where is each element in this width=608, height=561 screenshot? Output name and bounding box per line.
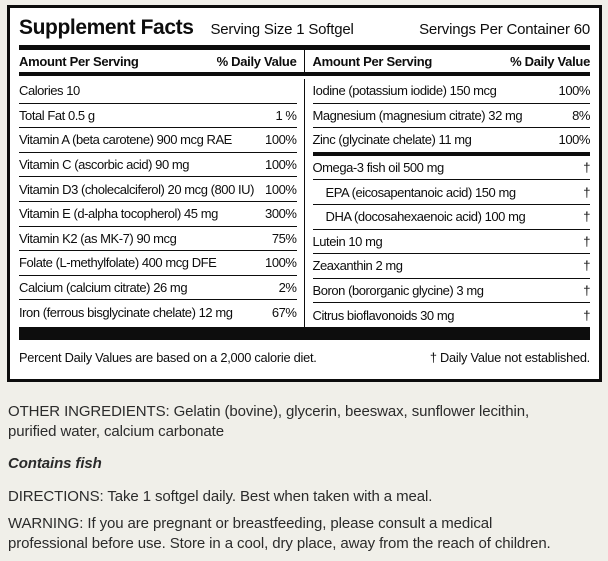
nutrient-row: Iron (ferrous bisglycinate chelate) 12 m… <box>19 299 297 324</box>
right-column-header: Amount Per Serving % Daily Value <box>303 50 590 72</box>
nutrient-daily-value: 8% <box>572 107 590 123</box>
nutrients-right-column: Iodine (potassium iodide) 150 mcg 100% Mag… <box>303 79 591 327</box>
nutrient-name: Lutein 10 mg <box>312 233 383 249</box>
nutrient-daily-value: † <box>583 209 590 225</box>
panel-title-row: Supplement Facts Serving Size 1 Softgel … <box>19 8 590 45</box>
nutrient-row: Vitamin K2 (as MK-7) 90 mcg 75% <box>19 225 297 251</box>
title-divider-bar <box>19 45 590 50</box>
nutrient-daily-value: 1 % <box>275 107 297 123</box>
nutrient-row: Vitamin C (ascorbic acid) 90 mg 100% <box>19 151 297 177</box>
nutrient-name: EPA (eicosapentanoic acid) 150 mg <box>325 184 517 200</box>
nutrient-daily-value: 100% <box>558 132 591 148</box>
nutrient-row: Zinc (glycinate chelate) 11 mg 100% <box>312 127 591 152</box>
nutrient-daily-value: 100% <box>558 83 591 99</box>
serving-size-text: Serving Size 1 Softgel <box>210 21 354 38</box>
nutrient-row: Zeaxanthin 2 mg † <box>312 253 590 278</box>
nutrient-name: Zinc (glycinate chelate) 11 mg <box>312 132 472 148</box>
nutrient-row: EPA (eicosapentanoic acid) 150 mg † <box>312 179 590 204</box>
column-headers-row: Amount Per Serving % Daily Value Amount … <box>19 50 590 72</box>
nutrient-name: Calcium (calcium citrate) 26 mg <box>19 280 188 296</box>
footnotes-row: Percent Daily Values are based on a 2,00… <box>19 340 590 365</box>
nutrient-name: Total Fat 0.5 g <box>19 107 95 123</box>
nutrient-name: Vitamin E (d-alpha tocopherol) 45 mg <box>19 206 218 222</box>
nutrient-daily-value: 75% <box>271 230 297 246</box>
nutrient-daily-value: 100% <box>265 255 297 271</box>
supplement-facts-panel: Supplement Facts Serving Size 1 Softgel … <box>7 5 602 382</box>
nutrient-name: Zeaxanthin 2 mg <box>312 258 404 274</box>
nutrients-left-column: Calories 10 Total Fat 0.5 g 1 % Vitamin A (… <box>19 79 304 327</box>
nutrient-name: Folate (L-methylfolate) 400 mcg DFE <box>19 255 217 271</box>
header-divider-bar <box>19 72 590 76</box>
nutrient-row: Magnesium (magnesium citrate) 32 mg 8% <box>312 102 590 128</box>
nutrient-name: Vitamin A (beta carotene) 900 mcg RAE <box>19 132 232 148</box>
nutrient-name: Vitamin C (ascorbic acid) 90 mg <box>19 157 190 173</box>
nutrient-name: Magnesium (magnesium citrate) 32 mg <box>312 107 523 123</box>
nutrient-row: Total Fat 0.5 g 1 % <box>19 102 297 128</box>
nutrient-row: Vitamin A (beta carotene) 900 mcg RAE 100… <box>19 127 297 152</box>
left-column-header: Amount Per Serving % Daily Value <box>19 50 304 72</box>
nutrient-row: Lutein 10 mg † <box>312 228 590 254</box>
footer-divider-bar <box>19 326 590 340</box>
nutrient-row: Vitamin E (d-alpha tocopherol) 45 mg 300% <box>19 200 297 226</box>
daily-values-footnote: Percent Daily Values are based on a 2,00… <box>19 349 317 365</box>
amount-per-serving-header: Amount Per Serving <box>312 54 433 69</box>
nutrient-daily-value: † <box>583 283 590 299</box>
directions-text: DIRECTIONS: Take 1 softgel daily. Best w… <box>8 487 433 505</box>
nutrients-body: Calories 10 Total Fat 0.5 g 1 % Vitamin A (… <box>19 76 590 327</box>
daily-value-header: % Daily Value <box>510 54 590 69</box>
label-supplementary-text: OTHER INGREDIENTS: Gelatin (bovine), gly… <box>8 402 605 553</box>
nutrient-daily-value: † <box>583 258 590 274</box>
other-ingredients-text: OTHER INGREDIENTS: Gelatin (bovine), gly… <box>8 403 530 440</box>
nutrient-daily-value: 67% <box>271 304 297 320</box>
nutrient-daily-value: 100% <box>265 157 297 173</box>
allergen-contains-text: Contains fish <box>8 455 102 472</box>
nutrient-row: DHA (docosahexaenoic acid) 100 mg † <box>312 203 590 229</box>
nutrient-row: Omega-3 fish oil 500 mg † <box>312 151 590 180</box>
nutrient-row: Calcium (calcium citrate) 26 mg 2% <box>19 274 297 300</box>
nutrient-name: Citrus bioflavonoids 30 mg <box>312 307 455 323</box>
nutrient-daily-value: 100% <box>265 181 297 197</box>
nutrient-daily-value: † <box>583 184 590 200</box>
nutrient-name: Vitamin K2 (as MK-7) 90 mcg <box>19 230 177 246</box>
nutrient-row: Citrus bioflavonoids 30 mg † <box>312 302 590 327</box>
nutrient-name: Iodine (potassium iodide) 150 mcg <box>312 83 497 99</box>
nutrient-name: Vitamin D3 (cholecalciferol) 20 mcg (800… <box>19 181 255 197</box>
nutrient-daily-value: † <box>583 307 590 323</box>
nutrient-row: Boron (bororganic glycine) 3 mg † <box>312 277 590 303</box>
nutrient-row: Iodine (potassium iodide) 150 mcg 100% <box>313 79 591 103</box>
nutrient-name: Omega-3 fish oil 500 mg <box>312 160 445 176</box>
nutrient-row: Folate (L-methylfolate) 400 mcg DFE 100% <box>19 250 297 275</box>
panel-title: Supplement Facts <box>19 16 194 39</box>
dagger-footnote: † Daily Value not established. <box>429 349 590 365</box>
nutrient-daily-value: 300% <box>265 206 297 222</box>
nutrient-daily-value: † <box>583 233 590 249</box>
nutrient-daily-value: 2% <box>278 280 297 296</box>
nutrient-name: Iron (ferrous bisglycinate chelate) 12 m… <box>19 304 233 320</box>
nutrient-name: DHA (docosahexaenoic acid) 100 mg <box>325 209 526 225</box>
nutrient-name: Boron (bororganic glycine) 3 mg <box>312 283 484 299</box>
daily-value-header: % Daily Value <box>216 54 297 69</box>
nutrient-name: Calories 10 <box>19 83 80 99</box>
nutrient-daily-value: 100% <box>265 132 297 148</box>
nutrient-row: Calories 10 <box>19 79 297 103</box>
servings-per-container-text: Servings Per Container 60 <box>419 21 590 38</box>
nutrient-daily-value: † <box>583 160 590 176</box>
nutrient-row: Vitamin D3 (cholecalciferol) 20 mcg (800… <box>19 176 297 201</box>
warning-text: WARNING: If you are pregnant or breastfe… <box>8 515 551 552</box>
amount-per-serving-header: Amount Per Serving <box>19 54 139 69</box>
